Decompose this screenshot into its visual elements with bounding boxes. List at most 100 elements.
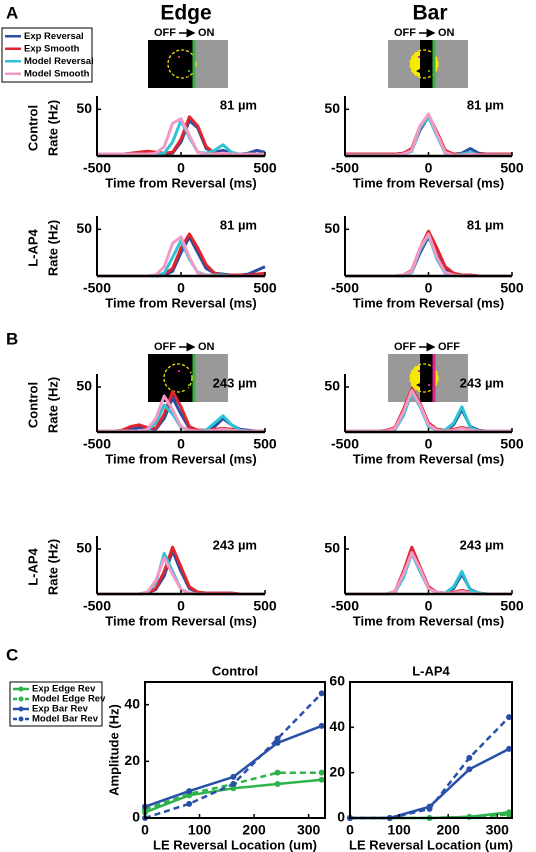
x-axis-label: Time from Reversal (ms)	[105, 175, 257, 190]
y-axis-label: Rate (Hz)	[45, 539, 60, 595]
x-axis-label: Time from Reversal (ms)	[105, 613, 257, 628]
legend-label: Model Reversal	[24, 56, 94, 67]
data-point	[318, 722, 325, 729]
legend-marker	[18, 686, 24, 692]
series-line	[345, 115, 512, 157]
x-axis-label: Time from Reversal (ms)	[353, 295, 505, 310]
receptive-field	[163, 363, 193, 393]
data-point	[506, 745, 513, 752]
y-tick-label: 0	[132, 809, 140, 825]
x-tick-label: 100	[188, 822, 212, 838]
panel-letter: A	[6, 3, 18, 22]
y-axis-label: Amplitude (Hz)	[106, 704, 121, 796]
y-tick-label: 50	[76, 100, 92, 116]
stimulus-label: OFF	[394, 341, 416, 353]
x-tick-label: -500	[331, 160, 359, 176]
stimulus-label: OFF	[154, 27, 176, 39]
column-title: Edge	[160, 2, 211, 25]
y-tick-label: 50	[76, 220, 92, 236]
x-tick-label: 500	[500, 436, 524, 452]
series-line	[97, 117, 265, 156]
stimulus-label: ON	[438, 27, 455, 39]
data-point	[274, 735, 281, 742]
series-line	[345, 115, 512, 156]
x-tick-label: 0	[425, 436, 433, 452]
data-point	[506, 714, 513, 721]
legend-marker	[18, 696, 24, 702]
series-line	[345, 233, 512, 278]
stimulus-gray	[194, 354, 228, 402]
annotation: 243 µm	[460, 375, 504, 390]
legend-label: Exp Smooth	[24, 43, 80, 54]
data-point	[230, 773, 237, 780]
x-tick-label: -500	[83, 160, 111, 176]
row-label: L-AP4	[25, 228, 40, 266]
legend-label: Model Edge Rev	[32, 694, 106, 705]
x-tick-label: 0	[177, 160, 185, 176]
data-point	[186, 788, 193, 795]
annotation: 243 µm	[460, 537, 504, 552]
y-tick-label: 20	[329, 763, 345, 779]
x-tick-label: 0	[346, 822, 354, 838]
stimulus-label: OFF	[154, 341, 176, 353]
stimulus-label: ON	[198, 27, 215, 39]
series-line	[350, 813, 510, 820]
legend-label: Model Smooth	[24, 68, 90, 79]
row-label: Control	[25, 382, 40, 428]
chart-title: L-AP4	[412, 663, 450, 678]
series-line	[350, 716, 510, 820]
x-tick-label: 0	[425, 160, 433, 176]
annotation: 81 µm	[467, 217, 504, 232]
receptive-field	[409, 49, 439, 79]
x-tick-label: 500	[253, 436, 277, 452]
x-tick-label: 300	[486, 822, 510, 838]
legend-label: Exp Reversal	[24, 31, 84, 42]
x-tick-label: -500	[331, 436, 359, 452]
legend-marker	[18, 706, 24, 712]
data-point	[186, 800, 193, 807]
row-label: L-AP4	[25, 547, 40, 585]
plot-frame	[144, 681, 326, 819]
stimulus-label: OFF	[394, 27, 416, 39]
series-line	[345, 113, 512, 156]
x-tick-label: 500	[500, 160, 524, 176]
x-axis-label: Time from Reversal (ms)	[105, 295, 257, 310]
x-tick-label: 0	[425, 280, 433, 296]
stimulus-gray	[194, 40, 228, 88]
y-tick-label: 50	[76, 540, 92, 556]
data-point	[318, 690, 325, 697]
y-tick-label: 40	[124, 695, 140, 711]
annotation: 81 µm	[220, 97, 257, 112]
x-tick-label: 0	[177, 436, 185, 452]
panel-letter: B	[6, 329, 18, 348]
receptive-field	[167, 49, 197, 79]
stimulus-bar	[420, 354, 434, 402]
legend-marker	[18, 716, 24, 722]
y-axis-label: Rate (Hz)	[45, 220, 60, 276]
x-tick-label: 500	[500, 598, 524, 614]
x-tick-label: -500	[83, 436, 111, 452]
stimulus-bar	[420, 40, 434, 88]
legend-label: Exp Edge Rev	[32, 684, 96, 695]
stimulus-label: OFF	[438, 341, 460, 353]
x-tick-label: 500	[253, 598, 277, 614]
x-tick-label: 500	[500, 280, 524, 296]
x-tick-label: 200	[437, 822, 461, 838]
y-tick-label: 50	[324, 100, 340, 116]
x-tick-label: 0	[425, 598, 433, 614]
data-point	[466, 754, 473, 761]
y-axis-label: Rate (Hz)	[45, 100, 60, 156]
panel-letter: C	[6, 645, 18, 664]
y-tick-label: 50	[324, 540, 340, 556]
x-axis-label: Time from Reversal (ms)	[353, 175, 505, 190]
x-tick-label: 100	[387, 822, 411, 838]
column-title: Bar	[412, 2, 447, 25]
y-tick-label: 60	[329, 673, 345, 689]
x-axis-label: LE Reversal Location (um)	[349, 837, 513, 852]
x-axis-label: Time from Reversal (ms)	[353, 613, 505, 628]
plot-frame	[349, 681, 513, 819]
data-point	[274, 781, 281, 787]
x-axis-label: Time from Reversal (ms)	[105, 451, 257, 466]
